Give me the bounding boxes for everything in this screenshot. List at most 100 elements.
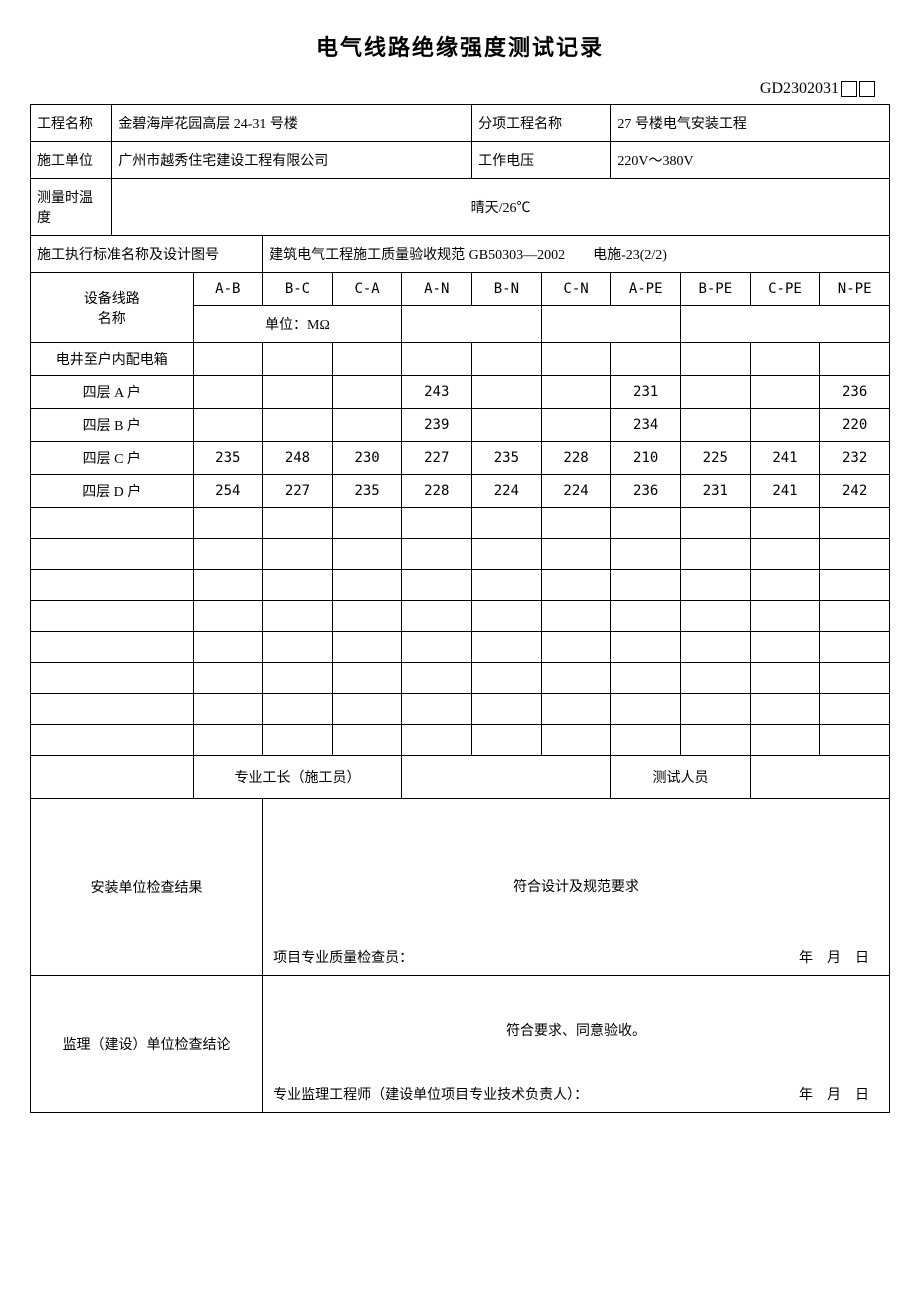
qc-sign-label: 项目专业质量检查员： <box>273 951 413 966</box>
col-cn: C-N <box>541 273 611 306</box>
column-header-row: 设备线路 名称 A-B B-C C-A A-N B-N C-N A-PE B-P… <box>31 273 890 306</box>
data-cell-ab <box>193 409 263 442</box>
data-cell-ca <box>332 508 402 539</box>
contractor-value: 广州市越秀住宅建设工程有限公司 <box>112 142 472 179</box>
data-cell-cpe <box>750 725 820 756</box>
data-cell-bc <box>263 632 333 663</box>
data-cell-an <box>402 539 472 570</box>
table-row: 四层 B 户239234220 <box>31 409 890 442</box>
data-cell-ape <box>611 694 681 725</box>
data-cell-bn <box>472 376 542 409</box>
supervision-label: 监理（建设）单位检查结论 <box>31 976 263 1113</box>
data-cell-bpe: 225 <box>681 442 751 475</box>
supervision-row: 监理（建设）单位检查结论 符合要求、同意验收。 专业监理工程师（建设单位项目专业… <box>31 976 890 1113</box>
data-cell-ape <box>611 663 681 694</box>
data-cell-an: 239 <box>402 409 472 442</box>
data-cell-an: 228 <box>402 475 472 508</box>
equipment-name-cell: 四层 C 户 <box>31 442 194 475</box>
data-cell-npe <box>820 725 890 756</box>
data-cell-bpe <box>681 343 751 376</box>
standard-label: 施工执行标准名称及设计图号 <box>31 236 263 273</box>
data-cell-cn: 224 <box>541 475 611 508</box>
data-cell-ab: 235 <box>193 442 263 475</box>
data-cell-npe <box>820 632 890 663</box>
table-row <box>31 632 890 663</box>
unit-blank <box>541 306 680 343</box>
data-cell-ab <box>193 376 263 409</box>
data-cell-bpe <box>681 409 751 442</box>
data-cell-cn <box>541 570 611 601</box>
data-cell-ape <box>611 601 681 632</box>
data-cell-bc: 227 <box>263 475 333 508</box>
data-cell-an <box>402 343 472 376</box>
data-cell-bn <box>472 570 542 601</box>
data-cell-bpe <box>681 632 751 663</box>
data-cell-bpe <box>681 694 751 725</box>
data-cell-cpe <box>750 570 820 601</box>
unit-blank <box>402 306 541 343</box>
foreman-label: 专业工长（施工员） <box>193 756 402 799</box>
foreman-left-blank <box>31 756 194 799</box>
tester-value-blank <box>750 756 889 799</box>
contractor-label: 施工单位 <box>31 142 112 179</box>
data-cell-cpe <box>750 663 820 694</box>
equipment-name-cell <box>31 632 194 663</box>
data-cell-ab <box>193 343 263 376</box>
equipment-name-cell <box>31 725 194 756</box>
table-row <box>31 539 890 570</box>
data-cell-ca: 235 <box>332 475 402 508</box>
data-cell-ape <box>611 508 681 539</box>
data-cell-ca <box>332 343 402 376</box>
supervision-sign-label: 专业监理工程师（建设单位项目专业技术负责人）： <box>273 1088 588 1103</box>
header-row: 测量时温度 晴天/26℃ <box>31 179 890 236</box>
data-cell-cpe <box>750 409 820 442</box>
main-table: 工程名称 金碧海岸花园高层 24-31 号楼 分项工程名称 27 号楼电气安装工… <box>30 104 890 1113</box>
data-cell-bpe <box>681 376 751 409</box>
table-row <box>31 508 890 539</box>
document-number: GD2302031 <box>760 80 839 97</box>
install-check-cell: 符合设计及规范要求 项目专业质量检查员： 年 月 日 <box>263 799 890 976</box>
supervision-signature-line: 专业监理工程师（建设单位项目专业技术负责人）： 年 月 日 <box>273 1084 869 1104</box>
data-cell-bc <box>263 409 333 442</box>
data-cell-ab: 254 <box>193 475 263 508</box>
data-cell-ape: 234 <box>611 409 681 442</box>
data-cell-ca: 230 <box>332 442 402 475</box>
equipment-name-cell <box>31 570 194 601</box>
data-cell-cpe <box>750 694 820 725</box>
data-cell-ca <box>332 725 402 756</box>
install-check-result: 符合设计及规范要求 <box>263 876 889 896</box>
checkbox-icon <box>841 81 857 97</box>
data-cell-ape <box>611 539 681 570</box>
install-check-row: 安装单位检查结果 符合设计及规范要求 项目专业质量检查员： 年 月 日 <box>31 799 890 976</box>
subproject-name-label: 分项工程名称 <box>472 105 611 142</box>
data-cell-cpe <box>750 376 820 409</box>
data-cell-bn <box>472 632 542 663</box>
voltage-label: 工作电压 <box>472 142 611 179</box>
voltage-value: 220V～380V <box>611 142 890 179</box>
data-cell-ca <box>332 663 402 694</box>
data-cell-bpe <box>681 539 751 570</box>
col-bpe: B-PE <box>681 273 751 306</box>
data-cell-ape: 231 <box>611 376 681 409</box>
data-cell-cn <box>541 343 611 376</box>
data-cell-ca <box>332 694 402 725</box>
header-row: 施工执行标准名称及设计图号 建筑电气工程施工质量验收规范 GB50303—200… <box>31 236 890 273</box>
data-cell-cpe <box>750 508 820 539</box>
table-row <box>31 663 890 694</box>
data-cell-ab <box>193 725 263 756</box>
data-cell-cn <box>541 376 611 409</box>
equipment-name-cell: 电井至户内配电箱 <box>31 343 194 376</box>
data-cell-an <box>402 508 472 539</box>
data-cell-bpe <box>681 725 751 756</box>
data-cell-ab <box>193 632 263 663</box>
data-cell-npe: 220 <box>820 409 890 442</box>
data-cell-an: 227 <box>402 442 472 475</box>
table-row: 四层 C 户235248230227235228210225241232 <box>31 442 890 475</box>
data-cell-an <box>402 725 472 756</box>
data-cell-npe <box>820 694 890 725</box>
data-cell-bpe <box>681 601 751 632</box>
col-cpe: C-PE <box>750 273 820 306</box>
document-title: 电气线路绝缘强度测试记录 <box>30 30 890 62</box>
data-cell-npe: 242 <box>820 475 890 508</box>
equipment-name-cell <box>31 663 194 694</box>
